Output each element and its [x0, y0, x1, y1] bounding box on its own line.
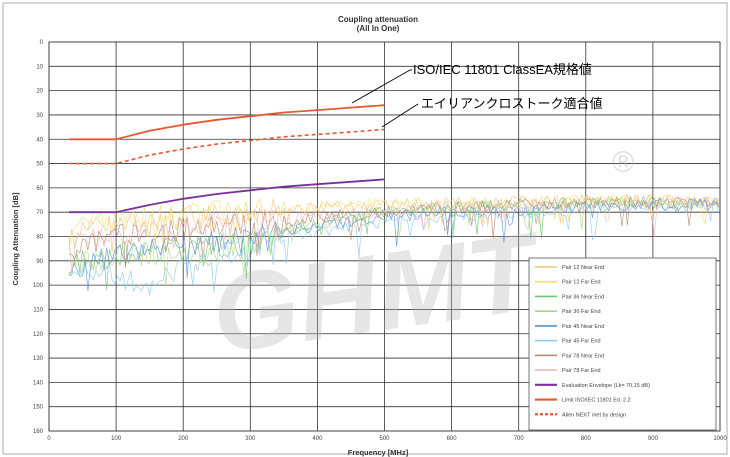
- series-group: [68, 104, 720, 296]
- x-tick-label: 0: [47, 436, 51, 442]
- x-axis-label: Frequency [MHz]: [348, 448, 409, 457]
- annotations: ISO/IEC 11801 ClassEA規格値 エイリアンクロストーク適合値: [351, 62, 602, 128]
- y-tick-label: 100: [33, 283, 44, 289]
- y-tick-labels: 0 10 20 30 40 50 60 70 80 90 100 110 120 130 140 150 160: [33, 40, 44, 435]
- y-tick-label: 110: [33, 307, 43, 313]
- legend-entry-label: Pair 45 Far End: [562, 339, 601, 345]
- grid: [48, 41, 721, 432]
- legend-entry-label: Alien NEXT met by design: [562, 412, 626, 418]
- x-tick-label: 400: [312, 436, 323, 442]
- x-tick-label: 700: [514, 436, 525, 442]
- y-tick-label: 0: [40, 40, 44, 46]
- y-tick-label: 140: [33, 380, 44, 386]
- x-tick-labels: 0 100 200 300 400 500 600 700 800 900 1000: [47, 436, 727, 442]
- y-axis-label: Coupling Attenuation [dB]: [11, 192, 20, 286]
- x-tick-label: 900: [648, 436, 659, 442]
- legend-box: [528, 257, 717, 431]
- y-tick-label: 60: [36, 186, 43, 192]
- x-tick-label: 1000: [713, 436, 727, 442]
- annotation-leader-iso: [351, 69, 411, 104]
- series-line-11: [69, 128, 385, 165]
- annotation-leader-alien: [381, 103, 419, 128]
- x-tick-label: 600: [447, 436, 458, 442]
- legend-entry-label: Evaluation Envelope (Lk= 70,15 dB): [562, 383, 650, 389]
- y-tick-label: 90: [36, 259, 43, 265]
- watermark-registered-mark: ®: [612, 146, 634, 179]
- series-line-3: [69, 196, 720, 291]
- chart-title: Coupling attenuation: [338, 15, 418, 24]
- series-line-6: [68, 201, 720, 296]
- y-tick-label: 160: [33, 429, 44, 435]
- x-tick-label: 300: [245, 436, 256, 442]
- legend-entry-label: Pair 45 Near End: [562, 324, 604, 330]
- legend: Pair 12 Near End Pair 12 Far End Pair 36 N…: [528, 257, 717, 431]
- y-tick-label: 130: [33, 356, 44, 362]
- y-tick-label: 120: [33, 332, 44, 338]
- x-tick-label: 800: [581, 436, 592, 442]
- annotation-alien-crosstalk: エイリアンクロストーク適合値: [421, 96, 602, 111]
- x-tick-label: 500: [379, 436, 390, 442]
- y-tick-label: 150: [33, 405, 44, 411]
- y-tick-label: 20: [36, 89, 43, 95]
- legend-entry-label: Limit ISO/IEC 11801 Ed. 2.2: [562, 398, 631, 404]
- y-tick-label: 10: [36, 64, 43, 70]
- legend-entry-label: Pair 78 Far End: [562, 368, 601, 374]
- legend-entry-label: Pair 78 Near End: [562, 353, 604, 359]
- series-line-8: [68, 196, 720, 275]
- series-line-4: [68, 196, 720, 288]
- series-line-9: [69, 178, 385, 214]
- x-tick-label: 100: [111, 436, 122, 442]
- legend-entry-label: Pair 12 Far End: [562, 280, 601, 286]
- chart-subtitle: (All In One): [357, 24, 400, 33]
- legend-entry-label: Pair 12 Near End: [562, 265, 604, 271]
- annotation-iso-class-ea: ISO/IEC 11801 ClassEA規格値: [413, 62, 592, 77]
- legend-entry-label: Pair 36 Near End: [562, 294, 604, 300]
- y-tick-label: 80: [36, 235, 43, 241]
- x-tick-label: 200: [178, 436, 189, 442]
- y-tick-label: 40: [36, 137, 43, 143]
- y-tick-label: 50: [36, 162, 43, 168]
- series-line-7: [69, 196, 720, 268]
- series-line-5: [68, 198, 719, 292]
- y-tick-label: 70: [36, 210, 43, 216]
- series-line-10: [69, 104, 385, 141]
- y-tick-label: 30: [36, 113, 43, 119]
- legend-entry-label: Pair 36 Far End: [562, 309, 601, 315]
